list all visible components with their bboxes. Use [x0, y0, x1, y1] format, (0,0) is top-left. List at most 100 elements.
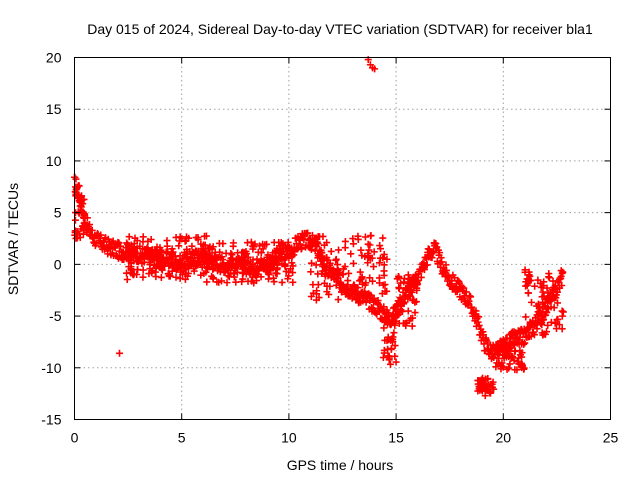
data-point: [404, 271, 412, 279]
data-point: [370, 263, 378, 271]
data-point: [539, 298, 547, 306]
data-point: [221, 267, 229, 275]
data-point: [370, 248, 378, 256]
data-point: [123, 239, 131, 247]
data-point: [486, 389, 494, 397]
data-point: [349, 286, 357, 294]
data-point: [412, 298, 420, 306]
data-point: [490, 353, 498, 361]
data-point: [149, 267, 157, 275]
data-point: [88, 226, 96, 234]
data-point: [531, 282, 539, 290]
data-point: [522, 332, 530, 340]
data-point: [278, 278, 286, 286]
data-point: [203, 278, 211, 286]
data-point: [536, 280, 544, 288]
axis-ticks: [74, 57, 611, 420]
data-point: [513, 366, 521, 374]
data-point: [518, 353, 526, 361]
data-point: [182, 269, 190, 277]
data-point: [248, 277, 256, 285]
data-point: [383, 255, 391, 263]
data-point: [269, 255, 277, 263]
data-point: [411, 309, 419, 317]
data-point: [423, 261, 431, 269]
data-point: [257, 273, 265, 281]
data-point: [152, 273, 160, 281]
data-point: [190, 264, 198, 272]
data-point: [140, 255, 148, 263]
data-point: [253, 255, 261, 263]
data-point: [551, 281, 559, 289]
chart-title: Day 015 of 2024, Sidereal Day-to-day VTE…: [87, 21, 593, 37]
data-point: [139, 273, 147, 281]
data-point: [455, 279, 463, 287]
data-point: [178, 235, 186, 243]
data-point: [177, 264, 185, 272]
data-point: [175, 242, 183, 250]
data-point: [482, 375, 490, 383]
data-point: [198, 263, 206, 271]
data-point: [163, 242, 171, 250]
data-point: [138, 259, 146, 267]
data-point: [324, 272, 332, 280]
data-point: [391, 342, 399, 350]
data-point: [79, 230, 87, 238]
data-point: [124, 244, 132, 252]
data-point: [361, 233, 369, 241]
data-point: [344, 277, 352, 285]
data-point: [509, 353, 517, 361]
data-point: [335, 269, 343, 277]
data-point: [332, 256, 340, 264]
data-point: [247, 238, 255, 246]
data-point: [475, 313, 483, 321]
y-tick-label: -5: [49, 308, 62, 324]
data-point: [499, 363, 507, 371]
data-point: [541, 302, 549, 310]
y-tick-label: 15: [46, 101, 62, 117]
data-point: [312, 261, 320, 269]
data-point: [80, 219, 88, 227]
data-point: [389, 333, 397, 341]
data-point: [377, 245, 385, 253]
data-point: [206, 243, 214, 251]
data-point: [86, 221, 94, 229]
data-point: [278, 254, 286, 262]
data-point: [379, 353, 387, 361]
x-tick-label: 25: [603, 430, 619, 446]
data-point: [231, 263, 239, 271]
data-point: [559, 308, 567, 316]
data-point: [234, 249, 242, 257]
data-point: [475, 385, 483, 393]
data-point: [354, 232, 362, 240]
data-point: [436, 249, 444, 257]
data-point: [407, 288, 415, 296]
data-point: [272, 269, 280, 277]
data-point: [206, 252, 214, 260]
data-point: [172, 273, 180, 281]
data-point: [362, 298, 370, 306]
data-point: [404, 307, 412, 315]
data-point: [219, 263, 227, 271]
data-point: [552, 325, 560, 333]
data-point: [204, 259, 212, 267]
data-point: [203, 264, 211, 272]
data-point: [492, 363, 500, 371]
data-point: [334, 275, 342, 283]
data-point: [378, 290, 386, 298]
data-point: [390, 329, 398, 337]
data-point: [224, 272, 232, 280]
data-point: [495, 359, 503, 367]
data-point: [521, 268, 529, 276]
data-point: [238, 278, 246, 286]
data-point: [417, 273, 425, 281]
data-point: [269, 264, 277, 272]
data-point: [393, 301, 401, 309]
data-point: [92, 240, 100, 248]
data-point: [523, 281, 531, 289]
data-point: [155, 250, 163, 258]
data-point: [333, 261, 341, 269]
data-point: [371, 65, 379, 73]
data-point: [357, 246, 365, 254]
